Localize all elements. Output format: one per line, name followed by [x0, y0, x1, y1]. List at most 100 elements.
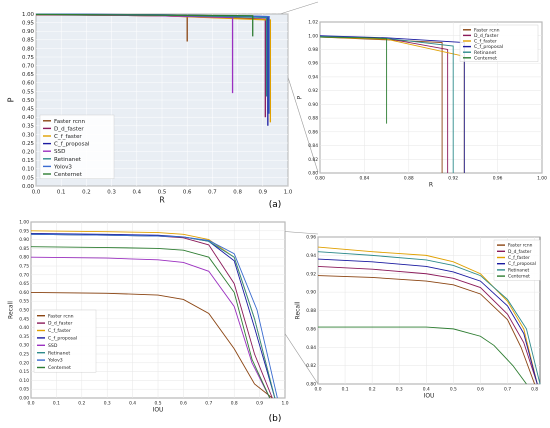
legend-entry: Yolov3 [47, 358, 63, 364]
x-tick-label: 1.00 [537, 175, 547, 181]
y-tick-label: 0.15 [19, 369, 29, 375]
chart-b_main: 0.0 0.1 0.2 0.3 0.4 0.5 0.6 0.7 0.8 0.9 1.0 0.00 0.0… [8, 220, 289, 414]
y-tick-label: 0.50 [19, 308, 29, 314]
x-axis-label: R [159, 195, 165, 204]
y-tick-label: 0.35 [19, 334, 29, 340]
x-tick-label: 0.1 [53, 400, 60, 406]
y-tick-label: 0.75 [19, 264, 29, 270]
y-tick-label: 0.82 [308, 157, 318, 163]
legend-box [459, 24, 539, 62]
x-tick-label: 0.6 [477, 386, 484, 392]
x-tick-label: 1.0 [282, 400, 289, 406]
y-tick-label: 0.92 [308, 88, 318, 94]
y-tick-label: 0.30 [22, 132, 35, 138]
x-tick-label: 0.7 [208, 189, 217, 195]
y-tick-label: 0.88 [306, 308, 316, 314]
y-axis-label: P [297, 95, 304, 99]
chart-b_zoom: 0.0 0.1 0.2 0.3 0.4 0.5 0.6 0.7 0.8 0.80 0.82 0.84 0… [295, 235, 541, 399]
x-tick-label: 1.0 [284, 189, 293, 195]
x-tick-label: 0.8 [531, 386, 538, 392]
series-line-centernet [30, 246, 271, 399]
x-tick-label: 0.2 [369, 386, 376, 392]
legend-entry: SSD [54, 149, 65, 155]
legend-box [33, 309, 97, 373]
x-tick-label: 0.80 [315, 175, 325, 181]
legend-entry: Retinanet [48, 350, 70, 356]
y-axis-label: P [6, 97, 15, 102]
y-tick-label: 0.75 [22, 55, 34, 61]
y-axis-label: Recall [8, 301, 15, 319]
y-tick-label: 0.98 [308, 47, 318, 53]
legend-entry: Retinanet [474, 50, 496, 56]
series-line-faster-rcnn [317, 275, 536, 385]
zoom-line-a-top [279, 1, 319, 15]
y-tick-label: 0.60 [22, 81, 35, 87]
panel-label-a: (a) [269, 200, 282, 210]
y-tick-label: 0.95 [19, 228, 29, 234]
y-tick-label: 0.50 [22, 98, 35, 104]
x-tick-label: 0.3 [104, 400, 111, 406]
series-line-centernet [35, 13, 254, 37]
y-tick-label: 0.65 [22, 72, 34, 78]
y-tick-label: 0.25 [19, 352, 29, 358]
y-tick-label: 1.00 [22, 12, 35, 18]
y-tick-label: 0.86 [306, 326, 316, 332]
y-tick-label: 0.65 [19, 281, 29, 287]
y-tick-label: 0.60 [19, 290, 29, 296]
y-tick-label: 0.55 [22, 89, 34, 95]
y-tick-label: 0.05 [22, 175, 34, 181]
x-tick-label: 0.6 [183, 189, 192, 195]
legend-entry: Centernet [48, 365, 71, 371]
x-tick-label: 0.0 [315, 386, 322, 392]
series-line-ssd [30, 256, 271, 399]
legend-entry: Centernet [54, 172, 83, 178]
x-tick-label: 0.5 [158, 189, 167, 195]
legend-entry: Faster rcnn [474, 27, 500, 33]
legend-entry: Retinanet [54, 157, 82, 163]
x-tick-label: 0.7 [504, 386, 511, 392]
x-tick-label: 0.84 [360, 175, 370, 181]
legend-entry: Centernet [474, 55, 497, 61]
y-tick-label: 0.85 [22, 38, 34, 44]
y-tick-label: 0.45 [19, 316, 29, 322]
y-tick-label: 0.84 [306, 345, 316, 351]
y-tick-label: 0.80 [306, 382, 316, 388]
series-line-c-f-proposal [319, 35, 465, 173]
y-tick-label: 0.40 [22, 115, 35, 121]
series-line-faster-rcnn [30, 291, 273, 399]
legend-entry: C_f_proposal [474, 44, 503, 50]
chart-a_zoom: 0.80 0.84 0.88 0.92 0.96 1.00 0.80 0.82 0.84 0.86… [297, 20, 548, 189]
x-tick-label: 0.92 [448, 175, 458, 181]
legend-entry: C_f_proposal [48, 336, 77, 342]
x-tick-label: 0.8 [231, 400, 238, 406]
y-tick-label: 0.90 [22, 29, 35, 35]
y-tick-label: 0.70 [19, 272, 29, 278]
y-tick-label: 0.80 [19, 255, 29, 261]
legend-entry: Faster rcnn [48, 313, 74, 319]
x-tick-label: 0.88 [404, 175, 414, 181]
y-tick-label: 0.95 [22, 20, 34, 26]
legend-entry: C_f_faster [474, 39, 497, 45]
legend-entry: C_f_faster [508, 255, 530, 261]
x-axis-label: R [429, 181, 433, 188]
x-tick-label: 0.2 [82, 189, 91, 195]
y-tick-label: 1.00 [308, 33, 318, 39]
legend-entry: C_f_faster [54, 134, 82, 140]
x-tick-label: 0.0 [32, 189, 41, 195]
x-tick-label: 0.9 [256, 400, 263, 406]
y-tick-label: 0.40 [19, 325, 29, 331]
series-line-d-d-faster [317, 265, 538, 385]
y-tick-label: 0.70 [22, 63, 35, 69]
y-tick-label: 0.20 [22, 149, 35, 155]
legend-entry: D_d_faster [474, 33, 498, 39]
series-line-yolov3 [30, 233, 278, 399]
x-tick-label: 0.6 [180, 400, 187, 406]
chart-a_main: 0.0 0.1 0.2 0.3 0.4 0.5 0.6 0.7 0.8 0.9 1.0 0.00 0.0… [6, 12, 293, 205]
x-axis-label: IOU [424, 392, 435, 399]
y-tick-label: 0.25 [22, 141, 34, 147]
legend-entry: Faster rcnn [54, 119, 86, 125]
x-tick-label: 0.4 [423, 386, 430, 392]
x-tick-label: 0.1 [57, 189, 66, 195]
x-tick-label: 0.4 [133, 189, 142, 195]
panel-label-b: (b) [269, 414, 282, 424]
